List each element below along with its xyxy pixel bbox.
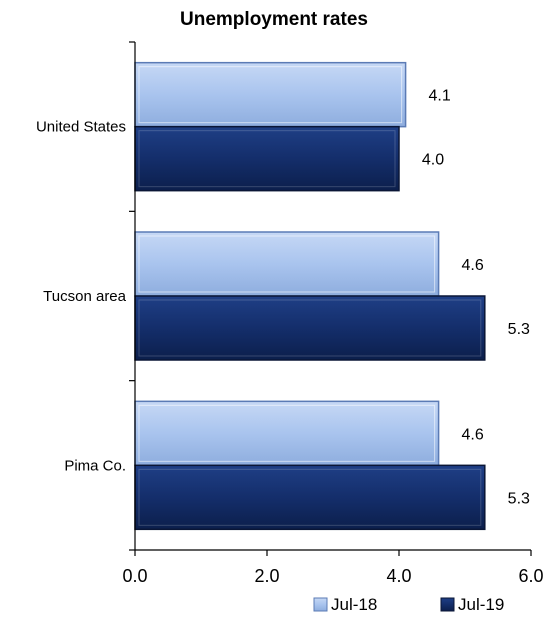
y-tick-label: United States [36,119,126,136]
data-label: 4.0 [422,152,444,169]
legend-label: Jul-18 [331,595,377,614]
bar-bevel [138,299,482,357]
bar-bevel [138,66,403,124]
legend-label: Jul-19 [458,595,504,614]
bar-jul-18 [134,61,407,128]
legend: Jul-18 Jul-19 [313,595,504,614]
bar-jul-19 [134,464,486,531]
bar-jul-18 [134,400,440,467]
bar-jul-19 [134,125,400,192]
data-label: 5.3 [508,490,530,507]
bar-bevel [138,468,482,526]
x-tick-label: 4.0 [386,566,411,586]
bar-jul-18 [134,231,440,297]
bar-jul-19 [134,295,486,361]
data-label: 5.3 [508,321,530,338]
bar-bevel [138,235,436,293]
plot-area: United States 4.1 4.0 Tucson area 4.6 5.3 Pima… [36,41,544,586]
legend-swatch-jul-19 [440,597,455,612]
x-tick-label: 0.0 [122,566,147,586]
bar-bevel [138,404,436,462]
legend-swatch-jul-18 [313,597,328,612]
data-label: 4.6 [461,426,483,443]
x-tick-label: 2.0 [254,566,279,586]
data-label: 4.1 [428,88,450,105]
bar-bevel [138,130,396,188]
y-tick-label: Tucson area [43,288,126,305]
data-label: 4.6 [461,257,483,274]
x-tick-label: 6.0 [518,566,543,586]
y-tick-label: Pima Co. [64,457,126,474]
chart-title: Unemployment rates [180,9,368,30]
